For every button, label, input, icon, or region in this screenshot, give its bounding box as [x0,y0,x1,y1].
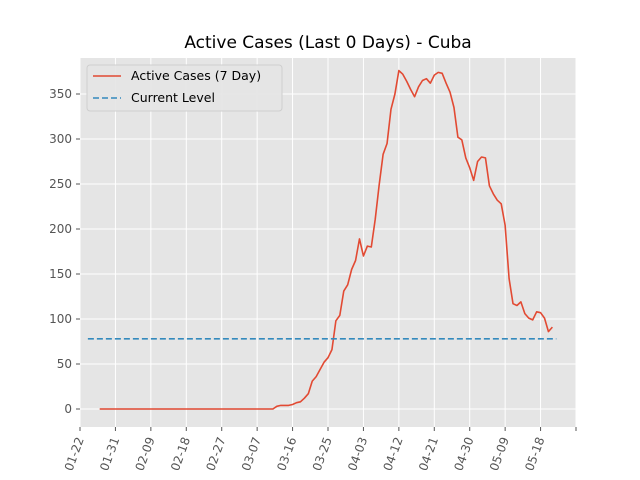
x-tick-label: 03-25 [310,435,335,473]
y-tick-label: 0 [64,402,72,416]
y-axis: 0 50 100 150 200 250 300 350 [49,87,80,416]
legend-label-current: Current Level [131,90,215,105]
x-tick-label: 05-09 [487,435,512,473]
y-tick-label: 200 [49,222,72,236]
x-tick-label: 01-31 [97,435,122,473]
x-tick-label: 02-27 [203,435,228,473]
legend-label-active: Active Cases (7 Day) [131,68,261,83]
x-axis: 01-22 01-31 02-09 02-18 02-27 03-07 03-16 03-25… [62,427,577,473]
series-line-active-cases [99,69,553,410]
x-tick-label: 04-03 [345,435,370,473]
x-tick-label: 03-07 [239,435,264,473]
y-tick-label: 100 [49,312,72,326]
y-tick-label: 250 [49,177,72,191]
legend-box [86,64,283,112]
y-tick-label: 350 [49,87,72,101]
y-tick-label: 50 [57,357,72,371]
x-tick-label: 02-18 [168,435,193,473]
chart-title: Active Cases (Last 0 Days) - Cuba [184,33,471,53]
x-tick-label: 04-30 [451,435,476,473]
grid [79,58,577,427]
x-tick-label: 01-22 [62,435,87,473]
series-group [87,69,557,410]
y-tick-label: 300 [49,132,72,146]
legend: Active Cases (7 Day) Current Level [86,64,283,112]
x-tick-label: 04-12 [381,435,406,473]
x-tick-label: 02-09 [133,435,158,473]
y-tick-label: 150 [49,267,72,281]
x-tick-label: 03-16 [274,435,299,473]
x-tick-label: 04-21 [416,435,441,473]
x-tick-label: 05-18 [522,435,547,473]
